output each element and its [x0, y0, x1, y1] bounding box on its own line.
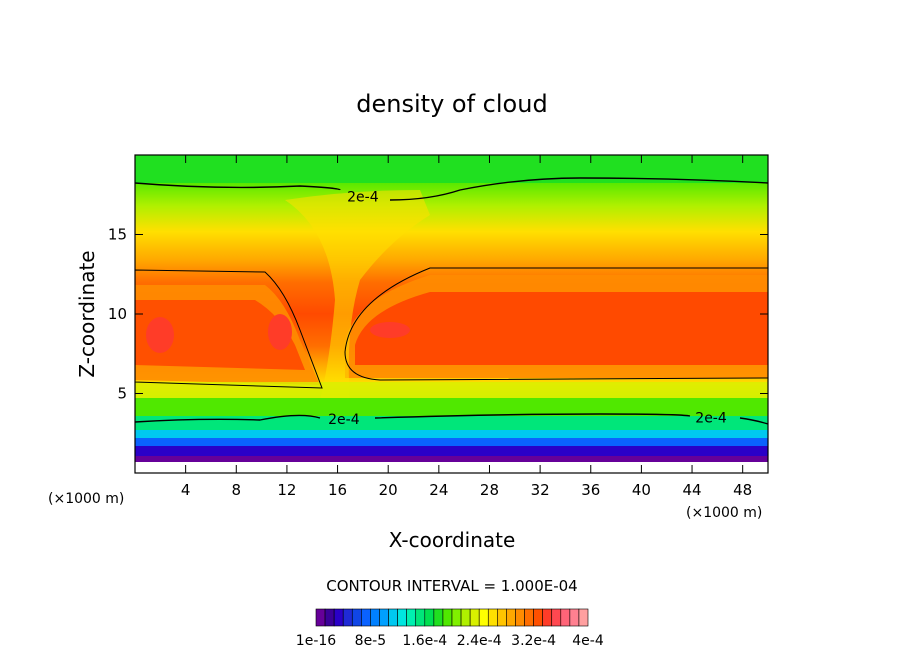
core-right-inner	[355, 292, 768, 365]
x-tick-label: 36	[581, 481, 600, 499]
lower-yellow-band	[135, 382, 768, 398]
colorbar-swatch	[379, 608, 389, 627]
colorbar-swatch	[324, 608, 335, 627]
red-blob-3	[370, 322, 410, 338]
x-axis: 4 8 12 16 20 24 28 32 36 40 44 48	[181, 155, 752, 499]
contour-line-lower-right	[374, 413, 768, 425]
y-axis: 5 10 15	[108, 226, 768, 403]
contour-line-right-core	[344, 267, 768, 381]
y-tick-label: 15	[108, 226, 127, 244]
colorbar-swatch	[388, 608, 398, 627]
y-tick-label: 5	[117, 385, 127, 403]
x-axis-label: X-coordinate	[389, 528, 516, 552]
lower-green-band	[135, 398, 768, 416]
y-tick-label: 10	[108, 305, 127, 323]
colorbar-label: 8e-5	[355, 633, 386, 649]
colorbar-swatch	[515, 608, 525, 627]
x-tick-label: 44	[682, 481, 701, 499]
updraft-channel	[285, 190, 430, 400]
colorbar-swatch	[533, 608, 543, 627]
colorbar-swatch	[487, 608, 498, 627]
x-tick-label: 8	[232, 481, 242, 499]
contour-line-lower-left	[135, 414, 321, 423]
chart-title: density of cloud	[356, 90, 547, 118]
contour-label: 2e-4	[347, 189, 379, 205]
contour-interval: CONTOUR INTERVAL = 1.000E-04	[326, 577, 577, 595]
y-axis-label: Z-coordinate	[75, 250, 99, 377]
x-tick-label: 40	[632, 481, 651, 499]
x-tick-label: 24	[429, 481, 448, 499]
colorbar-swatch	[351, 608, 362, 627]
colorbar-label: 3.2e-4	[511, 633, 556, 649]
colorbar-swatch	[370, 608, 380, 627]
colorbar-label: 4e-4	[572, 633, 604, 649]
colorbar-swatch	[460, 608, 471, 627]
contour-line-left-core	[135, 269, 323, 389]
colorbar-swatch	[315, 608, 326, 627]
x-tick-label: 48	[733, 481, 752, 499]
lower-indigo-band	[135, 446, 768, 456]
colorbar-swatch	[415, 608, 426, 627]
plot-area	[135, 155, 768, 473]
colorbar-swatch	[433, 608, 444, 627]
x-tick-label: 20	[379, 481, 398, 499]
x-tick-label: 12	[277, 481, 296, 499]
core-left-inner	[135, 300, 305, 370]
colorbar-swatch	[342, 608, 353, 627]
colorbar-swatch	[497, 608, 507, 627]
below-cloud	[135, 462, 768, 473]
colorbar	[315, 608, 589, 627]
x-tick-label: 32	[531, 481, 550, 499]
x-tick-label: 28	[480, 481, 499, 499]
colorbar-swatch	[469, 608, 480, 627]
x-unit-left: (×1000 m)	[48, 491, 124, 507]
colorbar-swatch	[478, 608, 489, 627]
lower-cyan-band	[135, 416, 768, 430]
contour-label: 2e-4	[328, 412, 360, 428]
x-unit-right: (×1000 m)	[686, 505, 762, 521]
colorbar-swatch	[506, 608, 516, 627]
colorbar-swatch	[451, 608, 462, 627]
contour-labels: 2e-4 2e-4 2e-4	[328, 189, 727, 428]
lower-blue-band-2	[135, 438, 768, 446]
x-tick-label: 16	[328, 481, 347, 499]
colorbar-swatch	[542, 608, 553, 627]
colorbar-swatch	[442, 608, 453, 627]
x-tick-label: 4	[181, 481, 191, 499]
colorbar-swatch	[551, 608, 562, 627]
colorbar-swatch	[406, 608, 417, 627]
red-blob-1	[146, 317, 174, 353]
colorbar-labels: 1e-16 8e-5 1.6e-4 2.4e-4 3.2e-4 4e-4	[296, 633, 604, 649]
colorbar-swatch	[524, 608, 534, 627]
colorbar-swatch	[333, 608, 344, 627]
contour-label: 2e-4	[695, 410, 727, 426]
colorbar-label: 1.6e-4	[402, 633, 447, 649]
colorbar-swatch	[578, 608, 589, 627]
colorbar-swatch	[569, 608, 580, 627]
contour-line-top	[135, 177, 768, 201]
colorbar-label: 2.4e-4	[457, 633, 502, 649]
colorbar-label: 1e-16	[296, 633, 336, 649]
red-blob-2	[268, 314, 292, 350]
lower-purple-band	[135, 456, 768, 462]
colorbar-swatch	[361, 608, 371, 627]
lower-blue-band-1	[135, 430, 768, 438]
colorbar-swatch	[397, 608, 407, 627]
colorbar-swatch	[424, 608, 435, 627]
colorbar-swatch	[560, 608, 571, 627]
